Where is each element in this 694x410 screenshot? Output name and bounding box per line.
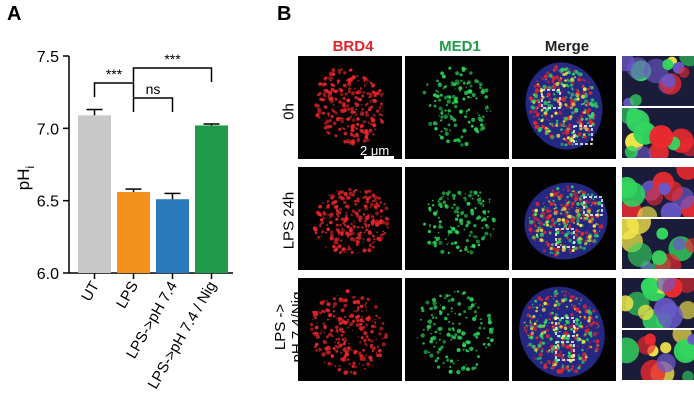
inset-row1-2	[622, 108, 694, 158]
zoom-box	[573, 125, 593, 145]
zoom-box	[583, 196, 603, 216]
significance-label: ***	[164, 51, 181, 67]
panel-a-letter: A	[7, 3, 22, 25]
row-label-lps-24h: LPS 24h	[280, 191, 298, 250]
zoom-box	[541, 89, 561, 109]
channel-label-merge: Merge	[544, 38, 590, 55]
significance-label: ns	[146, 81, 161, 97]
panel-b-letter: B	[277, 3, 292, 25]
y-tick-label: 6.5	[37, 194, 59, 211]
significance-label: ***	[106, 66, 123, 82]
y-axis-label: pHi	[14, 166, 37, 190]
y-tick-label: 7.5	[37, 49, 59, 66]
row-label-0h: 0h	[280, 103, 298, 120]
significance-bracket	[93, 82, 135, 97]
tile-med1-row2	[405, 167, 509, 270]
channel-label-brd4: BRD4	[332, 38, 374, 55]
x-tick-label: LPS	[113, 279, 142, 312]
zoom-box	[555, 341, 575, 361]
bar	[78, 115, 111, 274]
inset-row1-1	[622, 56, 694, 106]
tile-med1-row3	[405, 278, 509, 381]
significance-bracket	[132, 67, 213, 82]
bar	[156, 199, 189, 273]
bar	[195, 125, 228, 273]
tile-brd4-row3	[298, 278, 402, 381]
inset-row2-1	[622, 167, 694, 217]
tile-med1-row1	[405, 56, 509, 159]
inset-row2-2	[622, 219, 694, 269]
zoom-box	[555, 228, 575, 248]
tile-brd4-row2	[298, 167, 402, 270]
y-tick-label: 7.0	[37, 121, 59, 138]
tile-brd4-row1	[298, 56, 402, 159]
scale-bar-label: 2 μm	[360, 143, 390, 158]
inset-row3-2	[622, 330, 694, 380]
channel-label-med1: MED1	[439, 38, 481, 55]
y-tick-label: 6.0	[37, 266, 59, 283]
significance-bracket	[132, 97, 174, 112]
zoom-box	[555, 317, 575, 337]
tile-merge-row1	[512, 56, 616, 159]
inset-row3-1	[622, 278, 694, 328]
row-label-lps-ph-line1: LPS ->	[272, 303, 289, 351]
x-tick-label: UT	[78, 279, 103, 305]
scale-bar	[364, 156, 394, 159]
tile-merge-row3	[512, 278, 616, 381]
tile-merge-row2	[512, 167, 616, 270]
bar	[117, 191, 150, 273]
